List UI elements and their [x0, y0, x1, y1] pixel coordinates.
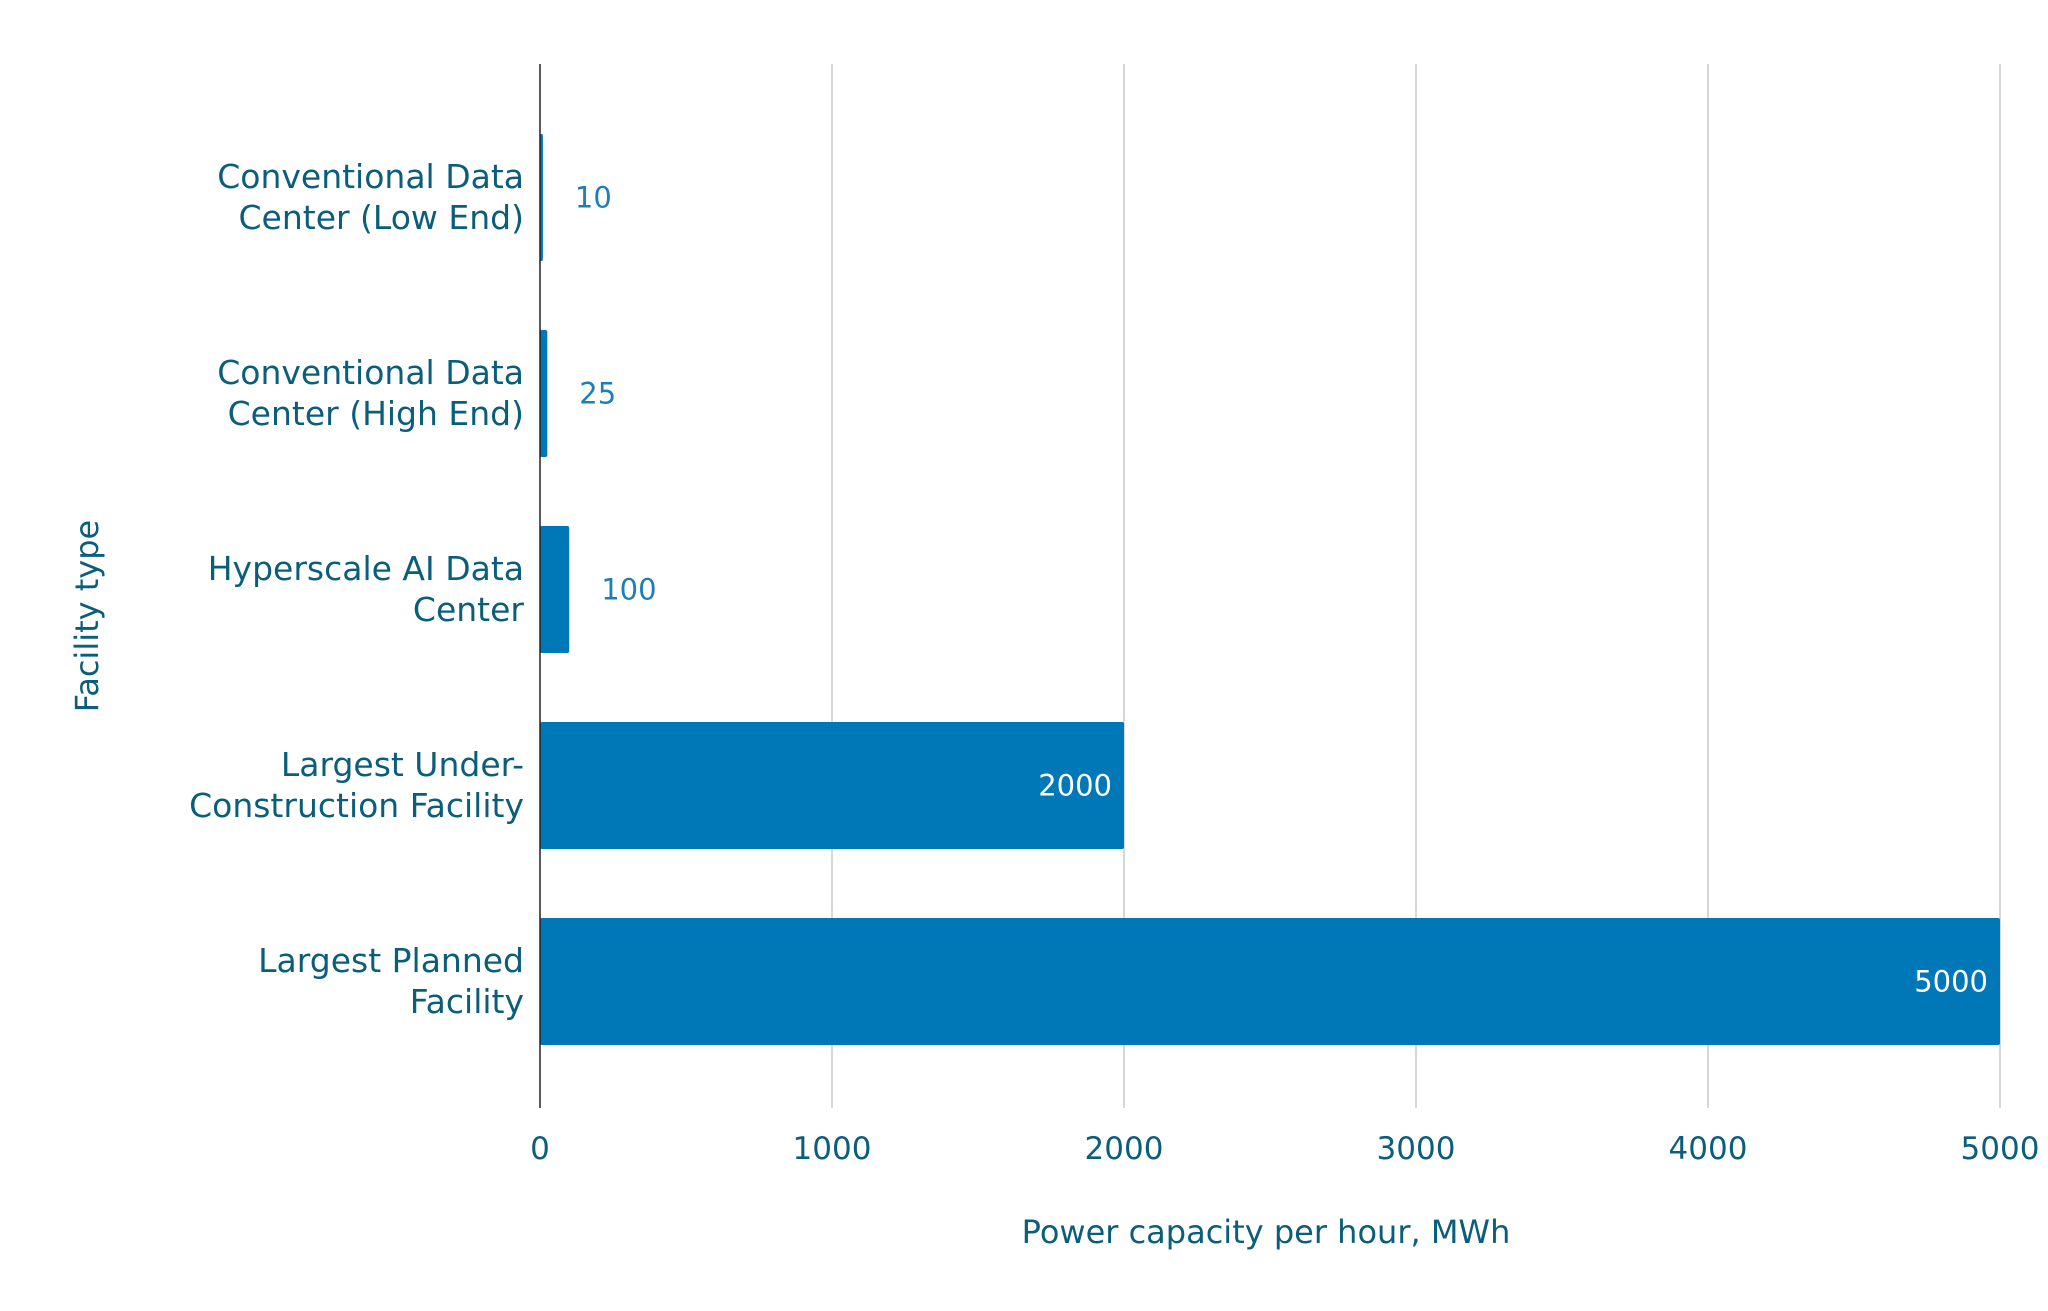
- x-tick-label: 4000: [1669, 1131, 1748, 1167]
- bar: [540, 918, 2000, 1045]
- category-label: Construction Facility: [189, 786, 524, 825]
- x-tick-label: 0: [530, 1131, 550, 1167]
- category-label: Conventional Data: [217, 353, 524, 392]
- category-label: Center (Low End): [239, 198, 525, 237]
- x-tick-label: 1000: [793, 1131, 872, 1167]
- category-label: Hyperscale AI Data: [208, 549, 524, 588]
- y-axis-title: Facility type: [68, 520, 106, 712]
- bar: [540, 722, 1124, 849]
- value-label: 5000: [1914, 965, 1988, 999]
- category-label: Facility: [410, 982, 524, 1021]
- value-labels: 10 25 100 2000 5000: [575, 181, 1988, 999]
- category-label: Largest Planned: [258, 941, 524, 980]
- category-label: Largest Under-: [281, 745, 524, 784]
- category-label: Center: [413, 590, 525, 629]
- bars: [540, 134, 2000, 1045]
- value-label: 100: [601, 573, 656, 607]
- x-axis-title: Power capacity per hour, MWh: [1022, 1213, 1511, 1251]
- value-label: 2000: [1038, 769, 1112, 803]
- value-label: 25: [579, 377, 616, 411]
- bar: [540, 526, 570, 653]
- category-label: Center (High End): [228, 394, 524, 433]
- category-label: Conventional Data: [217, 157, 524, 196]
- x-tick-label: 5000: [1961, 1131, 2040, 1167]
- bar: [540, 330, 548, 457]
- x-tick-label: 3000: [1377, 1131, 1456, 1167]
- x-tick-labels: 0 1000 2000 3000 4000 5000: [530, 1131, 2039, 1167]
- value-label: 10: [575, 181, 612, 215]
- x-tick-label: 2000: [1085, 1131, 1164, 1167]
